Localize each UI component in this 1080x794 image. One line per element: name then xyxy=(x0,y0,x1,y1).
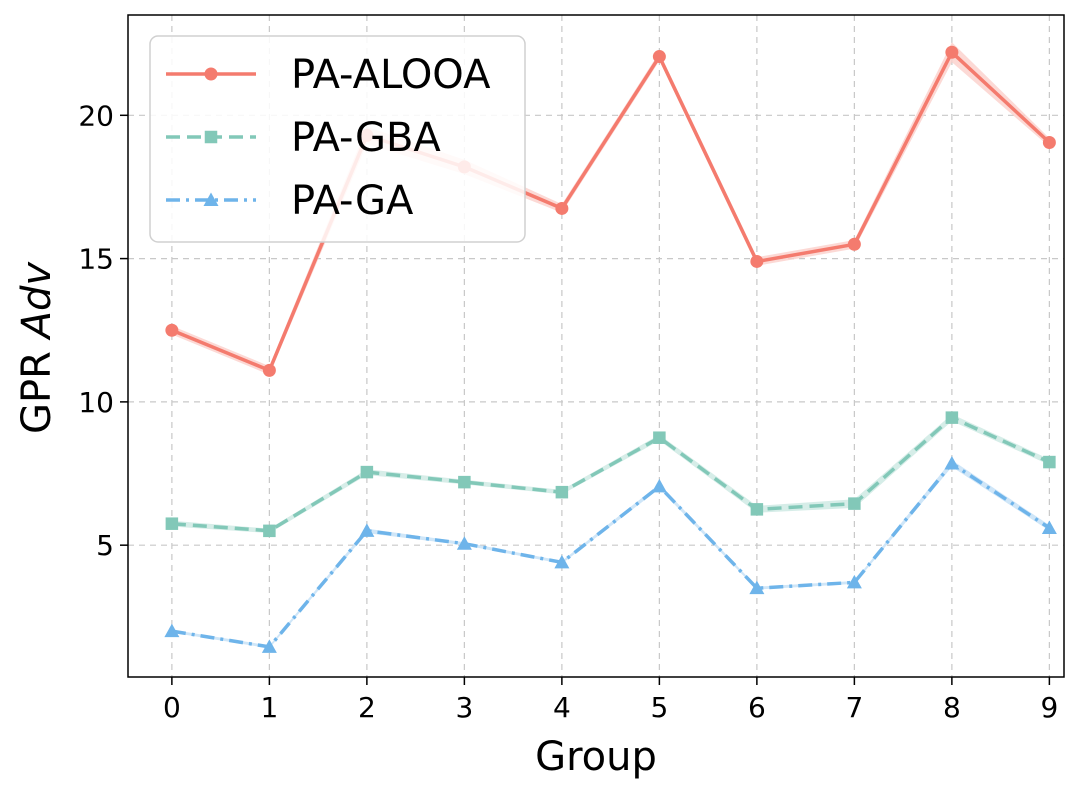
pa-gba-point xyxy=(165,517,179,530)
pa-ga-line xyxy=(171,461,1051,649)
x-tick-label: 0 xyxy=(163,691,181,724)
legend-box xyxy=(149,35,526,243)
pa-gba-line xyxy=(171,415,1051,533)
pa-ga-point xyxy=(359,523,375,537)
x-tick-label: 6 xyxy=(748,691,766,724)
y-axis-title-prefix: GPR xyxy=(14,338,60,434)
pa-ga-point xyxy=(164,623,180,638)
legend-marker-pa-ga xyxy=(203,192,219,206)
pa-alooa-point xyxy=(165,323,179,337)
pa-ga-point xyxy=(456,536,472,550)
pa-alooa-point xyxy=(1042,136,1056,150)
legend-label-pa-alooa: PA-ALOOA xyxy=(291,52,491,98)
pa-alooa-point xyxy=(750,254,764,268)
pa-gba-point xyxy=(1043,455,1056,469)
series-lines xyxy=(171,50,1051,649)
y-tick-label: 10 xyxy=(78,386,114,419)
y-tick-label: 20 xyxy=(78,99,114,132)
pa-ga-point xyxy=(1041,520,1057,534)
pa-gba-point xyxy=(458,475,471,489)
x-tick-label: 1 xyxy=(260,691,278,724)
x-tick-label: 5 xyxy=(650,691,668,724)
pa-ga-point xyxy=(261,639,277,653)
x-tick-label: 3 xyxy=(455,691,473,724)
plot-frame xyxy=(127,14,1065,678)
pa-ga-point xyxy=(846,574,862,589)
pa-ga-point xyxy=(651,478,667,493)
pa-alooa-point xyxy=(847,237,861,251)
pa-alooa-point xyxy=(652,50,666,64)
pa-ga-band xyxy=(171,460,1050,649)
x-tick-label: 4 xyxy=(553,691,571,724)
y-tick-label: 15 xyxy=(78,243,114,276)
x-axis-title: Group xyxy=(535,734,657,780)
legend-marker-pa-alooa xyxy=(204,67,218,81)
pa-alooa-line xyxy=(171,50,1051,373)
x-tick-label: 9 xyxy=(1040,691,1058,724)
pa-gba-point xyxy=(360,465,374,479)
pa-gba-point xyxy=(848,497,861,510)
legend-label-pa-ga: PA-GA xyxy=(291,178,414,224)
pa-alooa-point xyxy=(555,201,569,215)
pa-alooa-point xyxy=(262,363,276,377)
pa-alooa-point xyxy=(945,45,959,59)
pa-gba-point xyxy=(263,524,276,538)
pa-ga-point xyxy=(554,554,570,569)
legend-label-pa-gba: PA-GBA xyxy=(291,115,441,161)
x-tick-label: 2 xyxy=(358,691,376,724)
legend-marker-pa-gba xyxy=(204,130,218,144)
legend: PA-ALOOA PA-GBA PA-GA xyxy=(149,35,526,243)
x-tick-label: 7 xyxy=(845,691,863,724)
x-tick-label: 8 xyxy=(943,691,961,724)
pa-gba-point xyxy=(945,411,959,424)
pa-gba-point xyxy=(555,485,569,499)
y-axis-title: GPR Adv xyxy=(14,261,60,434)
pa-gba-point xyxy=(750,503,764,516)
y-axis-title-italic: Adv xyxy=(14,261,60,342)
y-tick-label: 5 xyxy=(96,529,114,562)
pa-gba-point xyxy=(653,431,666,444)
y-axis-ticks: 5 10 15 20 xyxy=(78,99,128,562)
pa-ga-point xyxy=(749,580,765,595)
x-axis-ticks: 0 1 2 3 4 5 6 7 8 9 xyxy=(163,677,1058,724)
pa-gba-band xyxy=(171,414,1050,534)
pa-ga-point xyxy=(944,455,960,470)
